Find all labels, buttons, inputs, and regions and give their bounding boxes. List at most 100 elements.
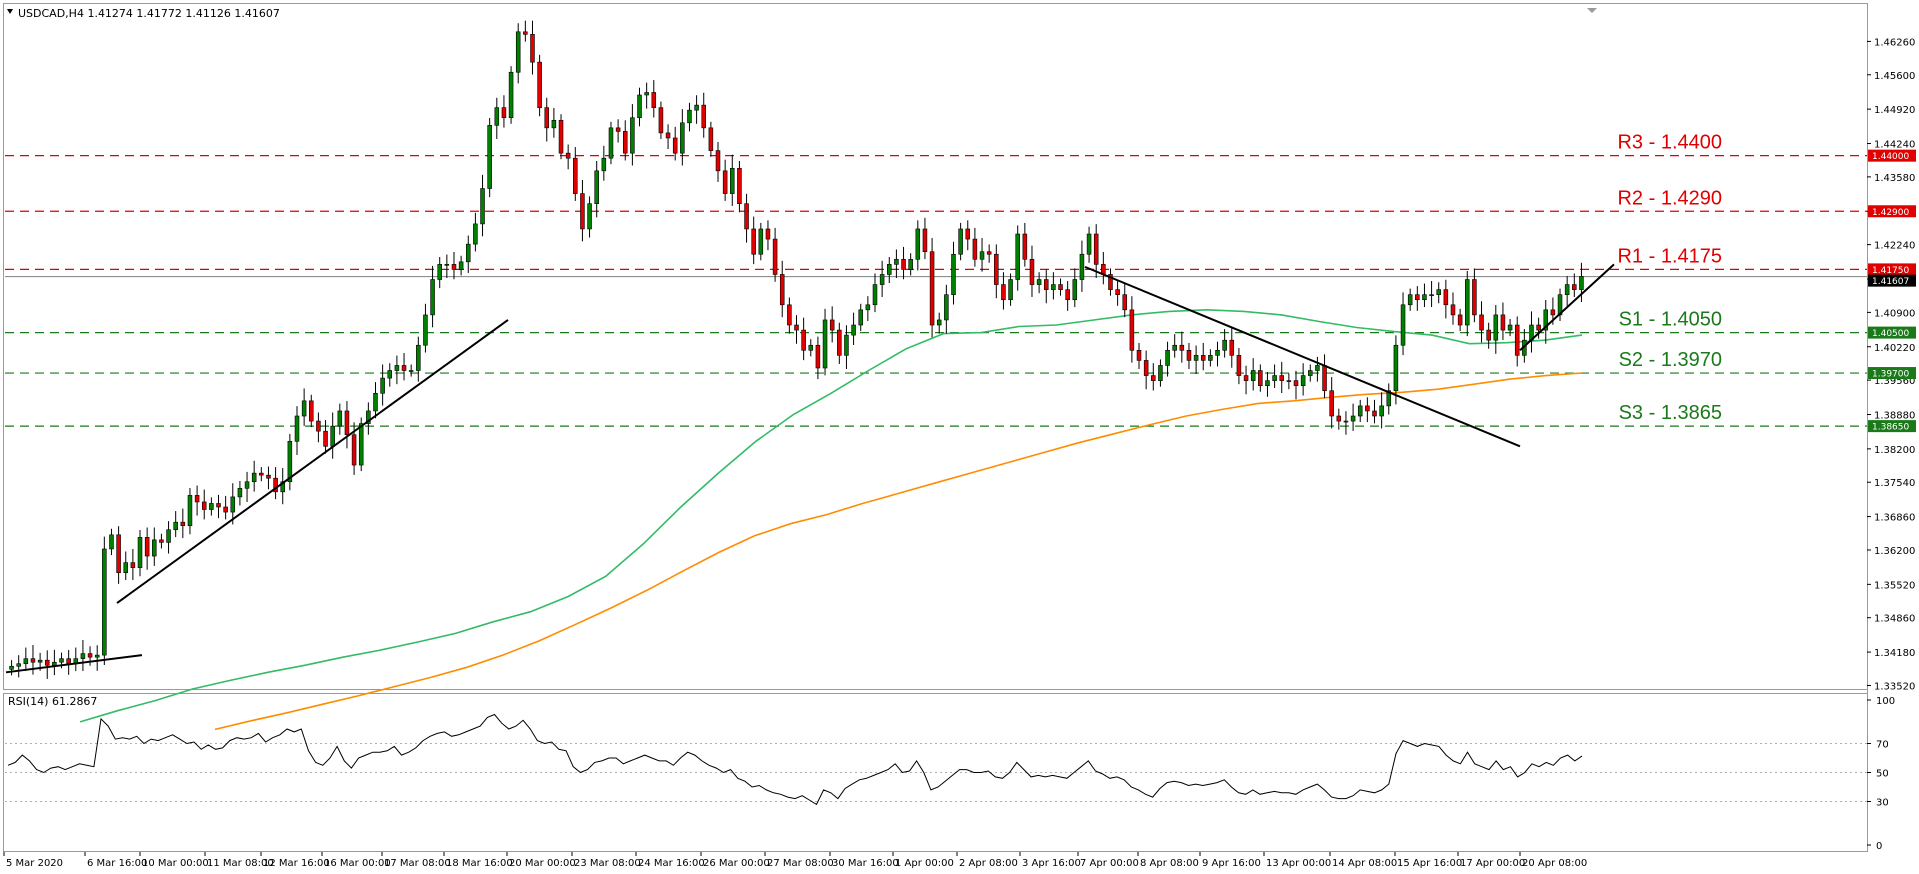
candle bbox=[651, 80, 657, 118]
candle bbox=[1486, 322, 1491, 349]
candle-body-down bbox=[1472, 279, 1477, 316]
candle bbox=[694, 95, 699, 124]
candle bbox=[1293, 370, 1299, 400]
candle-body-up bbox=[1051, 284, 1056, 290]
candle-body-down bbox=[708, 127, 714, 151]
candle bbox=[144, 527, 150, 570]
candle-body-up bbox=[358, 423, 364, 466]
candle bbox=[908, 253, 913, 276]
candle bbox=[558, 114, 564, 160]
candle bbox=[501, 95, 507, 128]
candle-body-up bbox=[123, 562, 129, 574]
candle bbox=[94, 645, 100, 671]
candle-body-down bbox=[116, 534, 121, 574]
price-axis: 1.46260 1.45600 1.44920 1.44240 1.43580 1.429… bbox=[1867, 37, 1915, 692]
candle-body-up bbox=[294, 415, 300, 442]
candle-body-up bbox=[630, 117, 635, 154]
candle bbox=[986, 244, 992, 263]
candle bbox=[1115, 281, 1120, 306]
candle bbox=[851, 312, 856, 345]
candle bbox=[223, 495, 228, 520]
candle bbox=[1415, 286, 1420, 311]
candle bbox=[237, 480, 243, 506]
candle bbox=[323, 420, 328, 454]
candle-body-up bbox=[944, 294, 949, 321]
candle-body-up bbox=[23, 658, 29, 665]
candle-body-up bbox=[730, 167, 735, 194]
candle bbox=[508, 66, 514, 124]
price-tick-label: 1.35520 bbox=[1874, 580, 1915, 591]
candle-body-down bbox=[565, 152, 571, 159]
time-tick-label: 8 Apr 08:00 bbox=[1140, 858, 1199, 869]
candle-body-up bbox=[872, 284, 878, 306]
candle-body-down bbox=[715, 150, 721, 172]
level-label-5: S2 - 1.3970 bbox=[1619, 349, 1722, 371]
candle bbox=[1001, 272, 1006, 310]
time-tick-label: 17 Mar 08:00 bbox=[384, 858, 451, 869]
candle bbox=[1179, 331, 1185, 363]
candle bbox=[1208, 349, 1213, 367]
candle bbox=[1236, 348, 1242, 385]
candle-body-up bbox=[1308, 370, 1313, 376]
candle bbox=[373, 382, 378, 419]
candle bbox=[1122, 283, 1128, 318]
candle-body-down bbox=[1229, 339, 1235, 356]
candle bbox=[294, 406, 300, 455]
candle bbox=[701, 92, 706, 138]
price-tick-label: 1.39560 bbox=[1874, 376, 1915, 387]
time-tick-label: 11 Mar 08:00 bbox=[207, 858, 274, 869]
candle-body-up bbox=[887, 264, 892, 275]
level-price-tag-text-1: 1.44000 bbox=[1872, 152, 1909, 162]
candle bbox=[451, 251, 457, 280]
rsi-tick-label: 100 bbox=[1876, 696, 1895, 707]
level-price-tag-3 bbox=[1868, 263, 1916, 276]
candle bbox=[480, 174, 485, 237]
candle bbox=[401, 353, 407, 381]
candle bbox=[1215, 341, 1220, 367]
candle bbox=[259, 467, 264, 482]
candle-body-up bbox=[822, 319, 828, 369]
time-tick-label: 27 Mar 08:00 bbox=[767, 858, 834, 869]
candle bbox=[1457, 308, 1463, 332]
candle bbox=[630, 104, 635, 166]
scroll-marker-icon[interactable] bbox=[1587, 8, 1597, 13]
candle bbox=[672, 126, 678, 161]
candle bbox=[244, 471, 250, 502]
time-tick-label: 15 Apr 16:00 bbox=[1397, 858, 1462, 869]
candle-body-up bbox=[301, 400, 307, 417]
candle bbox=[494, 97, 500, 139]
time-tick-label: 20 Mar 00:00 bbox=[509, 858, 576, 869]
time-tick-label: 30 Mar 16:00 bbox=[832, 858, 899, 869]
candle bbox=[1450, 292, 1456, 325]
candle-body-up bbox=[330, 425, 335, 447]
candle-body-down bbox=[1500, 314, 1506, 331]
candle-body-up bbox=[1015, 233, 1020, 280]
candle-body-down bbox=[1365, 405, 1370, 412]
rsi-tick-label: 50 bbox=[1876, 769, 1889, 780]
price-tick-label: 1.45600 bbox=[1874, 71, 1915, 82]
candle-body-down bbox=[273, 477, 278, 493]
candle bbox=[1108, 268, 1113, 296]
level-price-tag-text-4: 1.40500 bbox=[1872, 329, 1909, 339]
candle bbox=[1308, 364, 1313, 382]
candle bbox=[116, 526, 121, 584]
rsi-title: RSI(14) 61.2867 bbox=[8, 695, 97, 708]
time-tick-label: 10 Mar 00:00 bbox=[142, 858, 209, 869]
candle-body-down bbox=[180, 521, 186, 527]
candle-body-down bbox=[159, 539, 164, 543]
candle bbox=[1472, 268, 1477, 323]
candle bbox=[551, 107, 557, 138]
candle bbox=[1579, 262, 1584, 303]
candle-body-down bbox=[223, 506, 228, 513]
dropdown-arrow-icon[interactable] bbox=[7, 9, 13, 14]
rsi-layer: 100 70 50 30 0 bbox=[5, 696, 1895, 852]
candle bbox=[152, 527, 157, 566]
candle-body-down bbox=[1450, 304, 1456, 316]
candle bbox=[658, 101, 664, 139]
candle-body-up bbox=[1158, 365, 1163, 381]
rsi-tick-label: 70 bbox=[1876, 740, 1889, 751]
candle-body-down bbox=[201, 501, 207, 510]
candle bbox=[537, 54, 542, 117]
candle-body-down bbox=[801, 329, 806, 351]
